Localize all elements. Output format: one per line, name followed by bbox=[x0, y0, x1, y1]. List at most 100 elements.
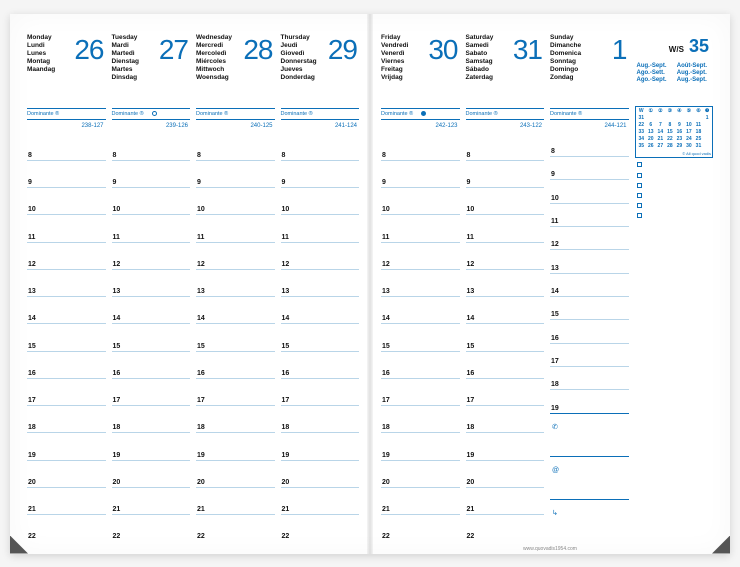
hour-row[interactable]: 20 bbox=[112, 461, 191, 488]
hour-row[interactable]: 21 bbox=[381, 488, 460, 515]
hour-row[interactable]: 20 bbox=[27, 461, 106, 488]
hour-row[interactable]: 10 bbox=[27, 188, 106, 215]
hour-row[interactable]: 12 bbox=[466, 243, 545, 270]
hour-row[interactable]: 21 bbox=[27, 488, 106, 515]
hour-row[interactable]: 9 bbox=[466, 161, 545, 188]
hour-row[interactable]: 13 bbox=[281, 270, 360, 297]
hour-row[interactable]: 15 bbox=[550, 297, 629, 320]
hour-row[interactable]: 18 bbox=[550, 367, 629, 390]
hour-row[interactable]: 21 bbox=[196, 488, 275, 515]
hour-row[interactable]: 17 bbox=[196, 379, 275, 406]
hour-row[interactable]: 18 bbox=[196, 406, 275, 433]
hour-row[interactable]: 11 bbox=[112, 215, 191, 242]
hour-row[interactable]: 17 bbox=[112, 379, 191, 406]
hour-row[interactable]: 18 bbox=[281, 406, 360, 433]
hour-row[interactable]: 11 bbox=[196, 215, 275, 242]
hour-row[interactable]: 15 bbox=[466, 324, 545, 351]
hour-row[interactable]: 16 bbox=[466, 352, 545, 379]
hour-row[interactable]: 14 bbox=[466, 297, 545, 324]
hour-row[interactable]: 20 bbox=[466, 461, 545, 488]
checklist-item[interactable] bbox=[637, 171, 712, 181]
hour-row[interactable]: 13 bbox=[550, 250, 629, 273]
checkbox-icon[interactable] bbox=[637, 193, 642, 198]
hour-row[interactable]: 16 bbox=[196, 352, 275, 379]
hour-row[interactable]: 13 bbox=[381, 270, 460, 297]
hour-row[interactable]: 12 bbox=[112, 243, 191, 270]
hour-row[interactable]: 12 bbox=[27, 243, 106, 270]
hour-row[interactable]: 13 bbox=[112, 270, 191, 297]
hour-row[interactable]: 19 bbox=[196, 433, 275, 460]
hour-row[interactable]: 17 bbox=[381, 379, 460, 406]
hour-row[interactable]: 14 bbox=[381, 297, 460, 324]
hour-row[interactable]: 22 bbox=[381, 515, 460, 541]
hour-row[interactable]: 15 bbox=[112, 324, 191, 351]
checklist-item[interactable] bbox=[637, 181, 712, 191]
checkbox-icon[interactable] bbox=[637, 173, 642, 178]
dominante-row[interactable]: Dominante ® bbox=[466, 108, 545, 120]
checkbox-icon[interactable] bbox=[637, 183, 642, 188]
hour-row[interactable]: 8 bbox=[281, 134, 360, 161]
hour-row[interactable]: 21 bbox=[466, 488, 545, 515]
hour-row[interactable]: 14 bbox=[112, 297, 191, 324]
hour-row[interactable]: 10 bbox=[466, 188, 545, 215]
hour-row[interactable]: 20 bbox=[381, 461, 460, 488]
dominante-row[interactable]: Dominante ® bbox=[112, 108, 191, 120]
hour-row[interactable]: 15 bbox=[381, 324, 460, 351]
hour-row[interactable]: 13 bbox=[196, 270, 275, 297]
hour-row[interactable]: 8 bbox=[550, 134, 629, 157]
hour-row[interactable]: 14 bbox=[281, 297, 360, 324]
hour-row[interactable]: 19 bbox=[550, 390, 629, 412]
hour-row[interactable]: 10 bbox=[112, 188, 191, 215]
hour-row[interactable]: 10 bbox=[381, 188, 460, 215]
hour-row[interactable]: 12 bbox=[381, 243, 460, 270]
notes-section-arrow[interactable]: ↳ bbox=[550, 499, 629, 542]
hour-row[interactable]: 10 bbox=[196, 188, 275, 215]
hour-row[interactable]: 12 bbox=[550, 227, 629, 250]
hour-row[interactable]: 16 bbox=[381, 352, 460, 379]
hour-row[interactable]: 13 bbox=[466, 270, 545, 297]
hour-row[interactable]: 19 bbox=[466, 433, 545, 460]
hour-row[interactable]: 8 bbox=[381, 134, 460, 161]
checklist-item[interactable] bbox=[637, 191, 712, 201]
hour-row[interactable]: 17 bbox=[27, 379, 106, 406]
dominante-row[interactable]: Dominante ® bbox=[550, 108, 629, 120]
checklist-item[interactable] bbox=[637, 161, 712, 171]
hour-row[interactable]: 18 bbox=[112, 406, 191, 433]
hour-row[interactable]: 14 bbox=[27, 297, 106, 324]
hour-row[interactable]: 19 bbox=[281, 433, 360, 460]
hour-row[interactable]: 11 bbox=[281, 215, 360, 242]
hour-row[interactable]: 8 bbox=[196, 134, 275, 161]
hour-row[interactable]: 22 bbox=[112, 515, 191, 541]
hour-row[interactable]: 17 bbox=[281, 379, 360, 406]
hour-row[interactable]: 11 bbox=[550, 204, 629, 227]
hour-row[interactable]: 19 bbox=[27, 433, 106, 460]
hour-row[interactable]: 9 bbox=[281, 161, 360, 188]
hour-row[interactable]: 11 bbox=[381, 215, 460, 242]
hour-row[interactable]: 22 bbox=[196, 515, 275, 541]
hour-row[interactable]: 9 bbox=[27, 161, 106, 188]
hour-row[interactable]: 19 bbox=[112, 433, 191, 460]
hour-row[interactable]: 8 bbox=[27, 134, 106, 161]
hour-row[interactable]: 14 bbox=[550, 274, 629, 297]
hour-row[interactable]: 15 bbox=[281, 324, 360, 351]
notes-section-at[interactable]: @ bbox=[550, 456, 629, 499]
hour-row[interactable]: 12 bbox=[281, 243, 360, 270]
hour-row[interactable]: 9 bbox=[196, 161, 275, 188]
checklist-item[interactable] bbox=[637, 211, 712, 221]
hour-row[interactable]: 17 bbox=[550, 344, 629, 367]
dominante-row[interactable]: Dominante ® bbox=[281, 108, 360, 120]
notes-section-phone[interactable]: ✆ bbox=[550, 413, 629, 456]
hour-row[interactable]: 8 bbox=[466, 134, 545, 161]
checkbox-icon[interactable] bbox=[637, 162, 642, 167]
checklist-item[interactable] bbox=[637, 201, 712, 211]
hour-row[interactable]: 19 bbox=[381, 433, 460, 460]
hour-row[interactable]: 15 bbox=[27, 324, 106, 351]
hour-row[interactable]: 12 bbox=[196, 243, 275, 270]
dominante-row[interactable]: Dominante ® bbox=[27, 108, 106, 120]
hour-row[interactable]: 20 bbox=[196, 461, 275, 488]
dominante-row[interactable]: Dominante ® bbox=[196, 108, 275, 120]
hour-row[interactable]: 9 bbox=[381, 161, 460, 188]
hour-row[interactable]: 18 bbox=[466, 406, 545, 433]
hour-row[interactable]: 18 bbox=[27, 406, 106, 433]
hour-row[interactable]: 11 bbox=[466, 215, 545, 242]
